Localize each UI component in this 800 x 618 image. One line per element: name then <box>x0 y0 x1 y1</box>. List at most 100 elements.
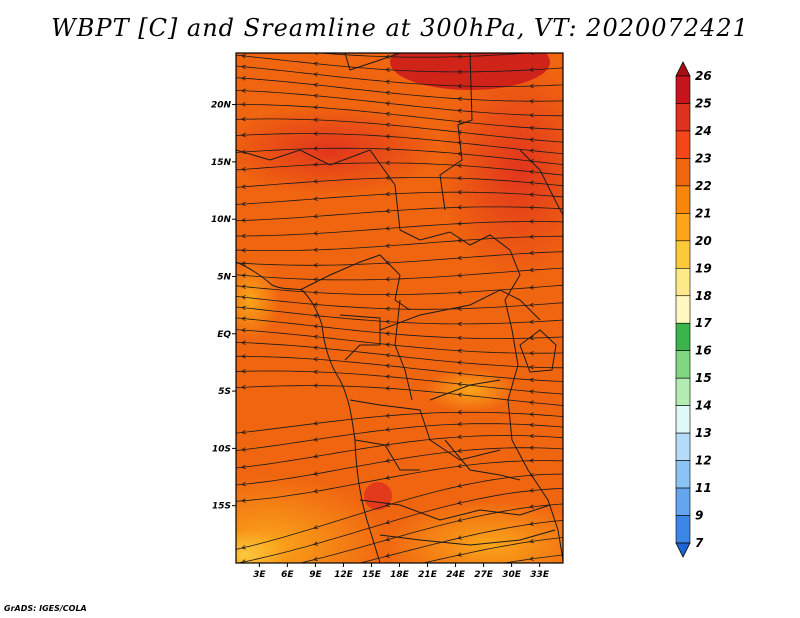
streamline <box>236 118 563 143</box>
streamline-arrow <box>457 371 462 376</box>
colorbar-swatch <box>675 322 691 352</box>
lat-tick-label: 20N <box>211 101 232 111</box>
streamline-arrow <box>385 260 390 266</box>
streamline-arrow <box>385 226 390 231</box>
streamline-arrow <box>385 90 390 96</box>
streamline-arrow <box>457 151 462 157</box>
wbpt-patch-pale <box>236 530 285 563</box>
streamline-arrow <box>529 458 534 463</box>
streamline-arrow <box>529 377 534 383</box>
streamline-arrow <box>457 535 462 540</box>
streamline-arrow <box>313 131 318 136</box>
streamline-arrow <box>385 319 390 325</box>
colorbar-swatch <box>675 405 691 434</box>
streamline <box>236 295 563 310</box>
streamline <box>316 53 535 58</box>
streamline-arrow <box>457 96 462 102</box>
streamline-arrow <box>529 472 534 478</box>
streamline-arrow <box>313 231 318 236</box>
streamline-arrow <box>385 442 390 447</box>
streamline <box>236 487 563 563</box>
streamline-arrow <box>313 213 318 219</box>
streamline-arrow <box>529 504 534 509</box>
streamline-arrow <box>529 180 534 186</box>
streamline-arrow <box>385 292 390 297</box>
streamline-arrow <box>241 295 246 300</box>
colorbar-swatch <box>675 350 691 379</box>
streamline <box>236 317 563 339</box>
streamline-arrow <box>313 556 318 562</box>
streamline-arrow <box>385 537 390 542</box>
streamline-arrow <box>385 353 390 358</box>
streamline-arrow <box>529 137 534 143</box>
streamline-arrow <box>529 521 534 526</box>
streamline <box>358 520 563 563</box>
streamline-arrow <box>313 454 318 459</box>
streamline-arrow <box>241 447 246 452</box>
lat-tick-label: 15N <box>211 158 232 168</box>
lon-tick-label: 9E <box>309 570 322 580</box>
streamline <box>236 355 563 382</box>
streamline <box>236 329 563 354</box>
streamline <box>502 554 563 563</box>
colorbar-swatch <box>675 240 691 269</box>
streamline-arrow <box>457 205 462 210</box>
colorbar-level-label: 14 <box>695 399 712 413</box>
lon-tick-label: 12E <box>334 570 354 580</box>
wbpt-patch-east <box>425 368 515 412</box>
colorbar-swatch <box>675 267 691 297</box>
streamline-arrow <box>457 119 462 125</box>
streamline-arrow <box>457 108 462 114</box>
streamline-arrow <box>457 176 462 181</box>
streamline-arrow <box>313 421 318 426</box>
streamline-arrow <box>385 122 390 128</box>
grads-credit: GrADS: IGES/COLA <box>4 604 87 613</box>
streamline <box>236 341 563 369</box>
colorbar-level-label: 21 <box>695 206 712 220</box>
streamline-arrow <box>385 458 390 463</box>
colorbar-swatch <box>675 515 691 544</box>
streamline-arrow <box>385 243 390 249</box>
streamline <box>236 434 563 469</box>
colorbar-swatch <box>675 460 691 489</box>
streamline-arrow <box>241 248 246 253</box>
streamline-arrow <box>457 463 462 469</box>
streamline-arrow <box>313 369 318 375</box>
streamline-arrow <box>529 192 534 197</box>
colorbar-level-label: 20 <box>695 234 712 248</box>
colorbar: 26 25 24 23 22 21 20 19 18 17 16 15 14 13 12 11 9 7 <box>675 61 712 558</box>
streamline-arrow <box>385 427 390 432</box>
streamline-arrow <box>314 584 318 588</box>
colorbar-swatch <box>675 103 691 132</box>
streamline-arrow <box>385 374 390 379</box>
streamline-arrow <box>457 448 462 454</box>
streamline-arrow <box>457 421 462 427</box>
streamline-arrow <box>313 82 318 88</box>
streamline-arrow <box>241 102 246 107</box>
streamline-arrow <box>314 53 318 55</box>
streamline-arrow <box>529 219 534 224</box>
streamline-arrow <box>529 335 534 341</box>
streamline-arrow <box>457 434 462 440</box>
streamline-arrow <box>241 88 246 94</box>
streamline <box>236 77 563 102</box>
wbpt-patch-west <box>236 260 280 340</box>
streamline <box>236 133 563 155</box>
streamline-arrow <box>529 422 534 428</box>
lat-tick-label: 5N <box>217 272 231 282</box>
streamline-arrow <box>241 132 246 138</box>
streamline-arrow <box>457 69 462 75</box>
streamline-arrow <box>385 67 390 73</box>
streamline-arrow <box>529 169 534 175</box>
lat-tick-label: 5S <box>218 387 231 397</box>
streamline-arrow <box>241 559 246 563</box>
streamline-arrow <box>385 101 390 106</box>
streamline-arrow <box>529 205 534 210</box>
colorbar-level-label: 7 <box>695 536 704 550</box>
streamlines <box>236 53 563 611</box>
streamline-arrow <box>385 553 390 558</box>
lon-tick-label: 21E <box>418 570 438 580</box>
streamline <box>298 503 563 563</box>
streamline-arrow <box>242 607 246 611</box>
